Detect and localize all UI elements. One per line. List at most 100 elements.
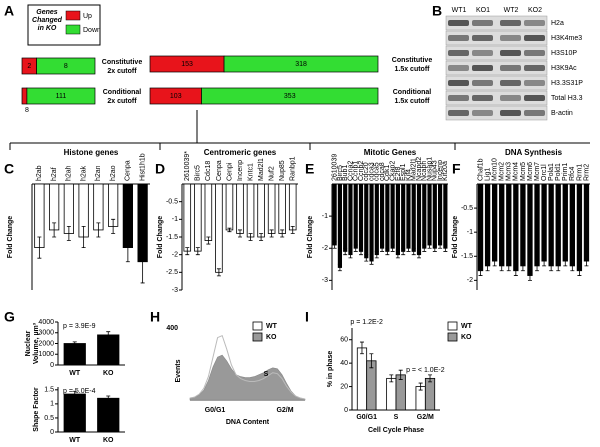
x-tick-label: E2f8 xyxy=(395,166,402,181)
bar xyxy=(288,183,297,231)
legend-box xyxy=(27,4,101,46)
blot-row-label: H2a xyxy=(551,20,564,27)
y-tick-label: -3 xyxy=(322,277,328,284)
bar xyxy=(491,183,498,262)
y-tick-label: 40 xyxy=(340,360,348,367)
legend-swatch xyxy=(447,321,458,331)
x-tick-label: Kif20a xyxy=(442,161,449,181)
error-bar xyxy=(106,331,111,339)
bar xyxy=(337,183,342,268)
x-tick-label: WT xyxy=(69,437,81,444)
error-bar xyxy=(535,260,540,272)
down-segment xyxy=(36,57,96,75)
legend-swatch xyxy=(447,332,458,342)
y-tick-label: 60 xyxy=(340,337,348,344)
error-bar xyxy=(248,233,253,241)
panel-letter: A xyxy=(4,3,14,19)
x-tick-label: Mcm3 xyxy=(506,162,513,181)
error-bar xyxy=(570,260,575,272)
x-tick-label: Nup85 xyxy=(279,160,286,181)
x-axis-label: Cell Cycle Phase xyxy=(368,427,424,434)
x-tick-label: S xyxy=(394,414,399,421)
x-tick-label: Mcm10 xyxy=(492,158,499,181)
error-bar xyxy=(280,229,285,238)
x-tick-label: Lig1 xyxy=(484,168,491,181)
bar xyxy=(534,183,540,267)
bar xyxy=(356,347,368,411)
bar xyxy=(267,183,276,234)
bar xyxy=(401,183,406,252)
blot-band xyxy=(448,110,469,116)
error-bar xyxy=(406,244,411,252)
blot-row-label: Total H3.3 xyxy=(551,95,583,102)
x-tick-label: Hist1h1b xyxy=(139,153,146,181)
y-tick-label: -2.5 xyxy=(166,269,178,276)
bar xyxy=(194,183,202,252)
blot-frame xyxy=(445,15,548,31)
bar xyxy=(236,183,244,234)
annotation: p = 5.0E-4 xyxy=(63,388,96,395)
x-axis-label: DNA Content xyxy=(226,419,270,426)
error-bar xyxy=(195,247,200,256)
bar xyxy=(541,183,547,262)
annotation: p = < 1.0E-2 xyxy=(406,367,445,374)
blot-band xyxy=(500,95,521,101)
x-tick-label: Mcm5 xyxy=(520,162,527,181)
down-label: 8 xyxy=(64,63,68,70)
error-bar xyxy=(428,374,433,383)
chart-title: DNA Synthesis xyxy=(505,148,563,157)
bar xyxy=(364,183,369,259)
x-tick-label: cdc20 xyxy=(363,162,370,181)
bar xyxy=(225,183,234,231)
blot-band xyxy=(472,20,493,26)
error-bar xyxy=(443,244,448,252)
x-tick-label: Ccna2 xyxy=(347,161,354,181)
y-tick-label: 4000 xyxy=(38,319,54,326)
y-tick-label: 0 xyxy=(344,407,348,414)
bar xyxy=(97,397,120,433)
x-tick-label: Prim1 xyxy=(562,163,569,181)
x-tick-label: Nusap1 xyxy=(426,157,433,181)
y-tick-label: 400 xyxy=(166,325,178,332)
x-tick-label: KO xyxy=(103,437,114,444)
x-tick-label: WT xyxy=(69,370,81,377)
bar xyxy=(562,183,568,262)
error-bar xyxy=(432,244,437,252)
error-bar xyxy=(369,353,374,369)
bar xyxy=(386,377,397,411)
error-bar xyxy=(398,369,403,380)
x-tick-label: h2ah xyxy=(66,165,73,181)
x-tick-label: Cdc18 xyxy=(205,161,212,181)
blot-band xyxy=(524,35,545,41)
error-bar xyxy=(549,260,554,272)
y-tick-label: 0 xyxy=(50,362,54,369)
blot-band xyxy=(448,80,469,86)
error-bar xyxy=(72,341,77,346)
annotation: p = 1.2E-2 xyxy=(350,319,383,326)
error-bar xyxy=(111,218,116,234)
x-tick-label: Kntc1 xyxy=(247,163,254,181)
blot-column: WT1 xyxy=(452,7,467,14)
row-label: 2x cutoff xyxy=(107,98,137,105)
x-tick-label: Birc5 xyxy=(337,165,344,181)
bar xyxy=(432,183,437,249)
x-tick-label: Chaf1b xyxy=(477,158,484,181)
error-bar xyxy=(227,227,232,233)
error-bar xyxy=(422,244,427,252)
blot-band xyxy=(524,20,545,26)
bar xyxy=(369,183,374,262)
panel-letter: H xyxy=(150,309,160,325)
x-tick-label: Cenpa xyxy=(125,160,132,181)
legend-title: Genes xyxy=(36,9,58,16)
error-bar xyxy=(72,390,77,398)
error-bar xyxy=(499,260,504,272)
blot-column: KO1 xyxy=(476,7,490,14)
panel-letter: C xyxy=(4,161,14,177)
y-axis-label: Fold Change xyxy=(307,216,314,258)
row-label: 1.5x cutoff xyxy=(394,66,430,73)
blot-frame xyxy=(445,90,548,106)
bar xyxy=(477,183,484,272)
panel-letter: B xyxy=(432,3,442,19)
down-label: 318 xyxy=(295,61,307,68)
